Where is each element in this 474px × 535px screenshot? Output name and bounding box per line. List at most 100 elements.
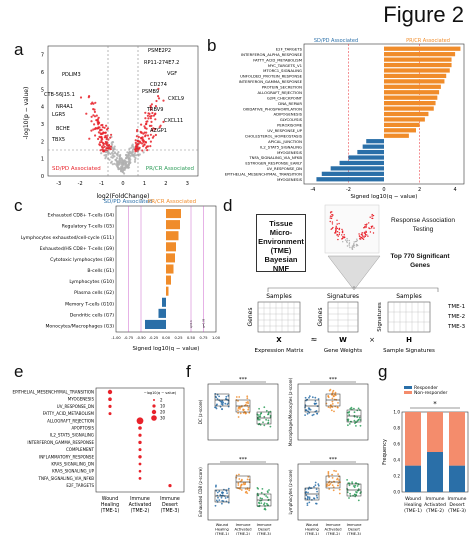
volcano-point <box>135 147 138 150</box>
mini-point <box>335 225 337 227</box>
volcano-gene-label: BCHE <box>56 126 70 132</box>
c-bar <box>166 242 176 252</box>
volcano-point <box>102 150 105 153</box>
volcano-point <box>97 126 100 129</box>
f-point <box>347 419 350 422</box>
b-bar <box>384 84 441 89</box>
panel-label-a: a <box>14 40 24 59</box>
volcano-point <box>144 140 147 144</box>
f-point <box>238 473 240 476</box>
volcano-point <box>157 87 160 90</box>
f-point <box>309 408 312 411</box>
f-point <box>333 469 335 472</box>
panel-label-e: e <box>14 362 24 381</box>
f-point <box>327 395 330 398</box>
e-dot <box>107 389 113 395</box>
volcano-point <box>118 162 121 165</box>
volcano-point <box>106 127 110 130</box>
f-point <box>215 485 217 488</box>
f-point <box>264 507 266 510</box>
volcano-point <box>147 117 150 120</box>
b-category-label: ESTROGEN_RESPONSE_EARLY <box>245 161 302 166</box>
mini-point <box>338 227 341 230</box>
f-point <box>353 407 355 410</box>
b-bars <box>316 44 461 184</box>
volcano-point <box>90 120 93 123</box>
e-col-label: Desert <box>162 502 178 508</box>
mini-point <box>369 231 372 233</box>
g-ytick: 0.0 <box>393 490 400 495</box>
f-point <box>244 412 247 415</box>
volcano-point <box>149 140 152 143</box>
volcano-point <box>117 166 120 170</box>
volcano-point <box>142 151 145 154</box>
f-point <box>313 485 315 488</box>
e-frame <box>95 387 185 493</box>
f-point <box>331 400 334 403</box>
volcano-point <box>129 161 132 164</box>
b-bar <box>384 79 445 84</box>
b-bar <box>321 171 384 176</box>
f-point <box>220 496 223 499</box>
b-category-label: PROTEIN_SECRETION <box>262 85 302 90</box>
volcano-point <box>92 128 95 131</box>
volcano-xtick: 2 <box>164 181 167 187</box>
volcano-point <box>94 134 97 137</box>
b-category-label: DNA_REPAIR <box>278 101 302 106</box>
volcano-point <box>121 171 125 174</box>
f-point <box>217 496 219 499</box>
e-row-label: KRAS_SIGNALING_UP <box>52 469 94 474</box>
x-genes-label: Genes <box>247 308 254 327</box>
mini-point <box>361 232 363 234</box>
volcano-point <box>154 105 157 108</box>
f-point <box>259 497 262 500</box>
volcano-gene-label: CD274 <box>150 82 167 88</box>
f-point <box>259 424 262 426</box>
c-xtick: 0.75 <box>199 336 207 340</box>
panel-label-d: d <box>223 196 233 215</box>
f-point <box>332 486 335 488</box>
h-signatures-label: Signatures <box>377 302 383 332</box>
b-category-label: IL2_STAT5_SIGNALING <box>260 144 302 149</box>
f-point <box>348 423 351 425</box>
e-legend-dot <box>152 404 156 408</box>
c-left-tag: SD/PD Associated <box>104 199 153 205</box>
g-ytick: 1.0 <box>393 410 400 415</box>
e-dot <box>108 412 112 416</box>
volcano-ytick: 0 <box>41 174 44 180</box>
f-point <box>328 476 330 478</box>
f-point <box>224 402 227 405</box>
e-dot <box>138 469 142 473</box>
f-point <box>258 415 260 418</box>
mini-point <box>331 227 333 230</box>
f-point <box>327 484 330 487</box>
f-point <box>354 493 356 496</box>
c-bars: q=0.1 q=0.05 <box>128 206 206 332</box>
volcano-point <box>104 131 107 134</box>
f-point <box>215 407 218 410</box>
b-category-label: E2F_TARGETS <box>276 46 303 51</box>
volcano-point <box>126 151 129 154</box>
mini-point <box>361 234 364 236</box>
c-labels: Exhausted CD8+ T-cells (G4) Regulatory T-… <box>21 213 114 330</box>
e-row-label: INTERFERON_GAMMA_RESPONSE <box>27 440 94 445</box>
volcano-point <box>148 115 152 118</box>
b-category-label: PEROXISOME <box>277 123 302 128</box>
volcano-point <box>149 133 152 136</box>
b-xtick: 4 <box>454 187 457 193</box>
volcano-point <box>105 153 108 156</box>
mini-point <box>336 223 338 225</box>
volcano-point <box>126 166 130 169</box>
f-point <box>248 411 251 414</box>
f-point <box>219 400 222 403</box>
f-ylabel: Lymphocytes (z-score) <box>288 469 293 514</box>
f-subplot: ***Exhausted CD8 (z-score)WoundHealing(T… <box>198 457 279 535</box>
f-point <box>349 492 351 495</box>
e-col-label: (TME-3) <box>161 508 180 514</box>
f-point <box>224 497 227 499</box>
f-point <box>314 484 317 487</box>
f-point <box>306 502 309 505</box>
mini-point <box>337 238 339 241</box>
